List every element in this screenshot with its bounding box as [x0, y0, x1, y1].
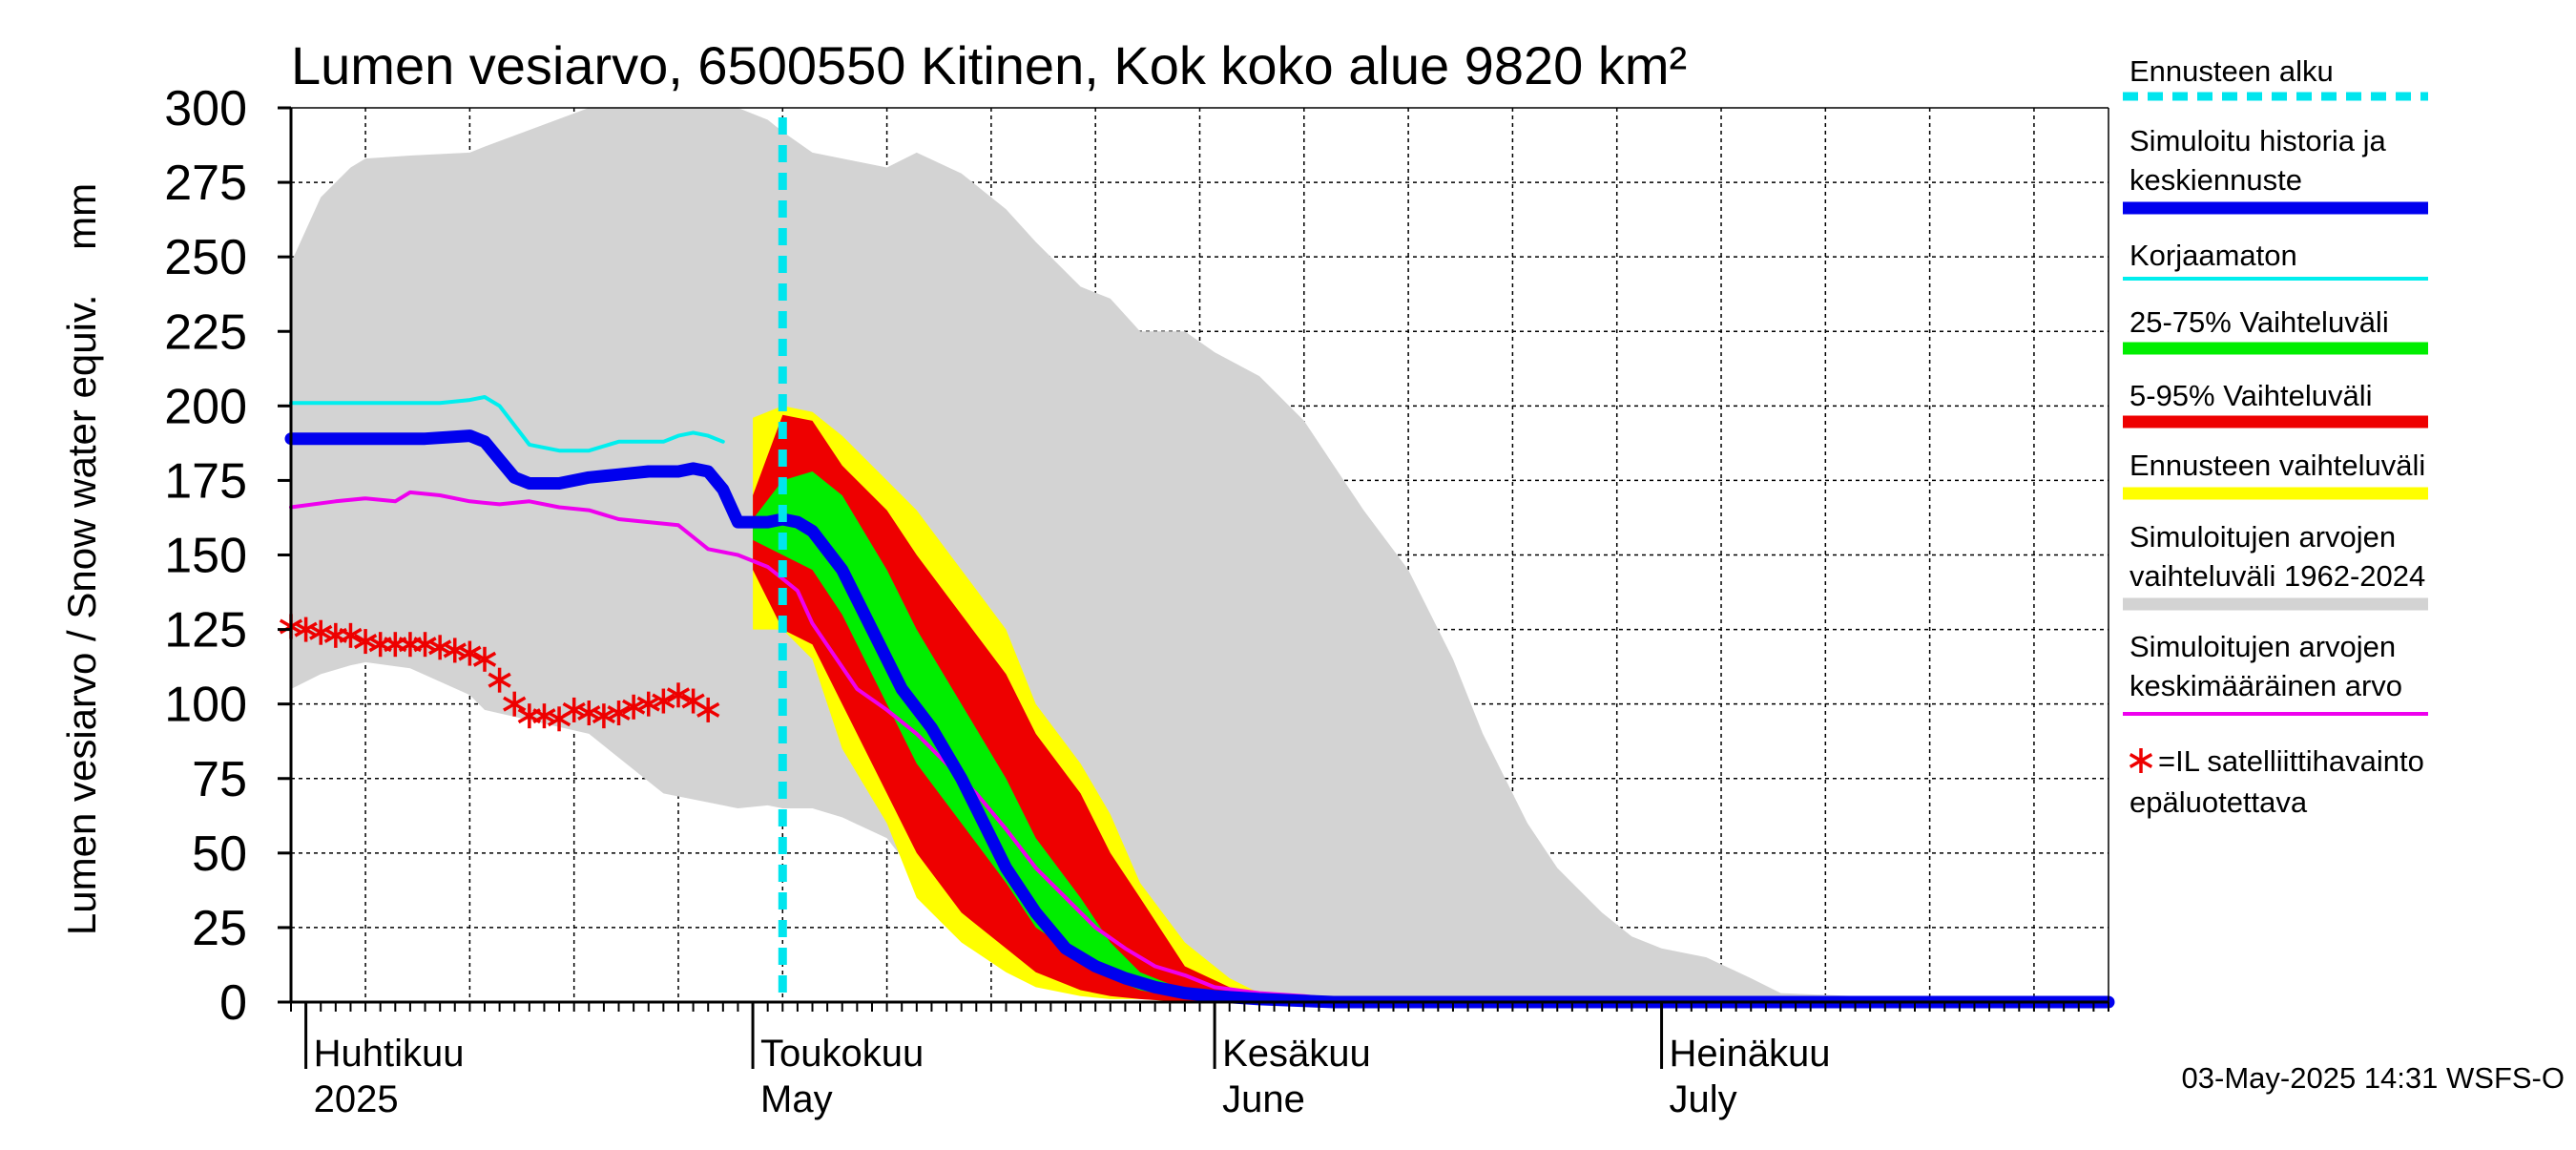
y-tick-label: 250	[164, 230, 247, 285]
axes: 0 25 50 75 100 125 150 175 200 225 250 275 300 Huhtik…	[164, 81, 2109, 1120]
y-tick-label: 300	[164, 81, 247, 136]
satellite-marker	[413, 632, 437, 658]
legend-label: Simuloitu historia ja	[2129, 124, 2387, 157]
satellite-marker	[458, 640, 482, 666]
satellite-marker	[696, 697, 720, 722]
legend-item-satellite: =IL satelliittihavainto epäluotettava	[2129, 744, 2424, 819]
legend-item-p25-75: 25-75% Vaihteluväli	[2123, 305, 2428, 355]
satellite-marker	[309, 619, 333, 645]
legend-label: =IL satelliittihavainto	[2158, 744, 2424, 778]
y-axis-label: Lumen vesiarvo / Snow water equiv. mm	[59, 183, 104, 935]
line-uncorrected	[289, 395, 725, 453]
band-5-95	[753, 414, 1334, 1002]
satellite-marker	[294, 617, 318, 642]
y-tick-label: 75	[192, 752, 247, 807]
y-tick-label: 175	[164, 453, 247, 509]
y-tick-label: 25	[192, 901, 247, 956]
satellite-marker	[532, 703, 556, 729]
band-historical-range	[291, 108, 2109, 1002]
satellite-marker	[443, 638, 467, 663]
legend-label: Simuloitujen arvojen	[2129, 630, 2396, 663]
satellite-marker	[488, 667, 511, 693]
satellite-marker	[652, 688, 675, 714]
legend-label: 25-75% Vaihteluväli	[2129, 305, 2389, 339]
legend-item-simulated: Simuloitu historia ja keskiennuste	[2123, 124, 2428, 215]
month-label-fi: Huhtikuu	[314, 1033, 465, 1075]
satellite-marker	[592, 703, 616, 729]
legend-item-uncorrected: Korjaamaton	[2123, 239, 2428, 281]
month-label-fi: Heinäkuu	[1670, 1033, 1831, 1075]
legend: Ennusteen alku Simuloitu historia ja keski…	[2123, 54, 2428, 819]
satellite-marker	[503, 691, 527, 717]
satellite-marker	[636, 691, 660, 717]
line-simulated	[284, 429, 2115, 1009]
y-tick-label: 275	[164, 156, 247, 211]
legend-label: Simuloitujen arvojen	[2129, 520, 2396, 554]
month-label-en: 2025	[314, 1078, 399, 1120]
plot-series	[279, 108, 2115, 1009]
satellite-marker	[607, 700, 631, 726]
legend-label: epäluotettava	[2129, 785, 2308, 819]
timestamp: 03-May-2025 14:31 WSFS-O	[2182, 1061, 2565, 1095]
legend-item-p5-95: 5-95% Vaihteluväli	[2123, 379, 2428, 429]
month-label-fi: Kesäkuu	[1222, 1033, 1371, 1075]
band-25-75	[753, 471, 1334, 1002]
legend-label: Korjaamaton	[2129, 239, 2297, 272]
satellite-marker	[353, 629, 378, 655]
y-tick-label: 0	[219, 975, 247, 1031]
month-label-fi: Toukokuu	[760, 1033, 924, 1075]
satellite-marker	[562, 697, 586, 722]
legend-label: Ennusteen alku	[2129, 54, 2334, 88]
legend-label: Ennusteen vaihteluväli	[2129, 449, 2425, 482]
month-label-en: July	[1670, 1078, 1737, 1120]
legend-label: keskiennuste	[2129, 163, 2302, 197]
satellite-marker	[472, 646, 497, 672]
legend-label: vaihteluväli 1962-2024	[2129, 559, 2425, 593]
legend-item-forecast-start: Ennusteen alku	[2123, 54, 2428, 101]
satellite-marker	[622, 694, 646, 720]
legend-item-forecast-range: Ennusteen vaihteluväli	[2123, 449, 2428, 500]
legend-item-hist-range: Simuloitujen arvojen vaihteluväli 1962-20…	[2123, 520, 2428, 611]
y-tick-label: 150	[164, 529, 247, 584]
satellite-marker	[577, 700, 601, 726]
satellite-marker	[666, 682, 691, 708]
month-label-en: June	[1222, 1078, 1305, 1120]
legend-label: 5-95% Vaihteluväli	[2129, 379, 2372, 412]
y-tick-label: 225	[164, 304, 247, 360]
legend-swatch-star	[2129, 748, 2153, 773]
month-label-en: May	[760, 1078, 833, 1120]
chart-title: Lumen vesiarvo, 6500550 Kitinen, Kok kok…	[291, 35, 1687, 95]
legend-label: keskimääräinen arvo	[2129, 669, 2402, 702]
satellite-marker	[428, 635, 452, 660]
legend-item-hist-mean: Simuloitujen arvojen keskimääräinen arvo	[2123, 630, 2428, 716]
y-tick-label: 50	[192, 826, 247, 882]
y-tick-label: 200	[164, 379, 247, 434]
y-tick-label: 125	[164, 603, 247, 659]
y-tick-label: 100	[164, 678, 247, 733]
satellite-marker	[339, 622, 363, 648]
